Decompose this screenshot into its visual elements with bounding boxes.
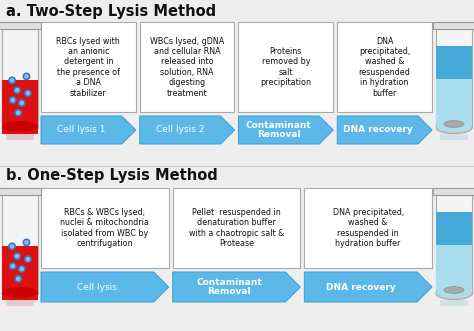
Circle shape: [10, 79, 14, 82]
Circle shape: [25, 241, 28, 244]
Polygon shape: [41, 116, 136, 144]
Circle shape: [25, 90, 31, 96]
Circle shape: [14, 87, 20, 93]
FancyBboxPatch shape: [433, 188, 474, 195]
Circle shape: [11, 264, 14, 268]
Text: b. One-Step Lysis Method: b. One-Step Lysis Method: [6, 168, 218, 183]
Ellipse shape: [444, 287, 464, 293]
Circle shape: [18, 100, 25, 106]
Polygon shape: [304, 272, 432, 302]
Circle shape: [23, 239, 30, 246]
Text: DNA recovery: DNA recovery: [326, 282, 395, 292]
FancyBboxPatch shape: [2, 246, 38, 300]
Ellipse shape: [436, 288, 472, 300]
Ellipse shape: [437, 121, 472, 132]
Circle shape: [17, 277, 20, 280]
Circle shape: [17, 111, 20, 115]
Circle shape: [9, 77, 15, 84]
Circle shape: [9, 97, 16, 103]
Polygon shape: [337, 116, 432, 144]
FancyBboxPatch shape: [6, 300, 35, 306]
Text: Pellet  resuspended in
denaturation buffer
with a chaotropic salt &
Protease: Pellet resuspended in denaturation buffe…: [189, 208, 284, 248]
Ellipse shape: [2, 121, 38, 134]
FancyBboxPatch shape: [436, 77, 472, 124]
Circle shape: [25, 75, 28, 78]
Circle shape: [11, 98, 14, 102]
Circle shape: [20, 101, 23, 105]
FancyBboxPatch shape: [2, 195, 38, 294]
Text: Cell lysis 2: Cell lysis 2: [156, 125, 204, 134]
Text: WBCs lysed, gDNA
and cellular RNA
released into
solution, RNA
digesting
treatmen: WBCs lysed, gDNA and cellular RNA releas…: [150, 36, 224, 98]
Text: a. Two-Step Lysis Method: a. Two-Step Lysis Method: [6, 4, 216, 19]
FancyBboxPatch shape: [436, 46, 472, 79]
Circle shape: [16, 89, 19, 92]
Polygon shape: [41, 272, 169, 302]
FancyBboxPatch shape: [436, 212, 472, 245]
Circle shape: [9, 263, 16, 269]
Text: DNA precipitated,
washed &
resuspended in
hydration buffer: DNA precipitated, washed & resuspended i…: [333, 208, 404, 248]
FancyBboxPatch shape: [41, 22, 136, 112]
Circle shape: [9, 243, 15, 250]
Circle shape: [15, 276, 21, 282]
Circle shape: [26, 92, 29, 95]
Text: Contaminant
Removal: Contaminant Removal: [246, 121, 312, 139]
FancyBboxPatch shape: [0, 188, 41, 195]
Text: RBCs & WBCs lysed,
nuclei & mitochondria
isolated from WBC by
centrifugation: RBCs & WBCs lysed, nuclei & mitochondria…: [60, 208, 149, 248]
Circle shape: [16, 255, 19, 258]
FancyBboxPatch shape: [337, 22, 432, 112]
FancyBboxPatch shape: [173, 188, 301, 268]
FancyBboxPatch shape: [6, 134, 35, 140]
Text: Proteins
removed by
salt
precipitation: Proteins removed by salt precipitation: [260, 47, 311, 87]
FancyBboxPatch shape: [436, 243, 472, 290]
Text: Cell lysis 1: Cell lysis 1: [57, 125, 106, 134]
FancyBboxPatch shape: [2, 79, 38, 134]
Circle shape: [15, 110, 21, 116]
Ellipse shape: [2, 288, 38, 300]
Ellipse shape: [436, 121, 472, 134]
Text: RBCs lysed with
an anionic
detergent in
the presence of
a DNA
stabilizer: RBCs lysed with an anionic detergent in …: [56, 36, 120, 98]
FancyBboxPatch shape: [439, 134, 468, 140]
FancyBboxPatch shape: [2, 29, 38, 127]
Circle shape: [23, 73, 30, 80]
Polygon shape: [238, 116, 333, 144]
FancyBboxPatch shape: [0, 22, 41, 29]
Text: Contaminant
Removal: Contaminant Removal: [196, 278, 262, 296]
Text: Cell lysis: Cell lysis: [77, 282, 117, 292]
FancyBboxPatch shape: [140, 22, 235, 112]
Circle shape: [25, 256, 31, 262]
Circle shape: [20, 267, 23, 271]
FancyBboxPatch shape: [439, 300, 468, 306]
FancyBboxPatch shape: [433, 22, 474, 29]
Circle shape: [26, 258, 29, 261]
Ellipse shape: [2, 287, 37, 298]
FancyBboxPatch shape: [436, 29, 472, 127]
Polygon shape: [140, 116, 235, 144]
FancyBboxPatch shape: [304, 188, 432, 268]
Circle shape: [14, 253, 20, 260]
Ellipse shape: [2, 121, 37, 132]
Text: DNA recovery: DNA recovery: [343, 125, 412, 134]
Polygon shape: [173, 272, 301, 302]
Ellipse shape: [444, 121, 464, 127]
Circle shape: [10, 245, 14, 248]
FancyBboxPatch shape: [436, 195, 472, 294]
FancyBboxPatch shape: [41, 188, 169, 268]
Text: DNA
precipitated,
washed &
resuspended
in hydration
buffer: DNA precipitated, washed & resuspended i…: [359, 36, 410, 98]
Ellipse shape: [437, 287, 472, 298]
FancyBboxPatch shape: [238, 22, 333, 112]
Circle shape: [18, 266, 25, 272]
